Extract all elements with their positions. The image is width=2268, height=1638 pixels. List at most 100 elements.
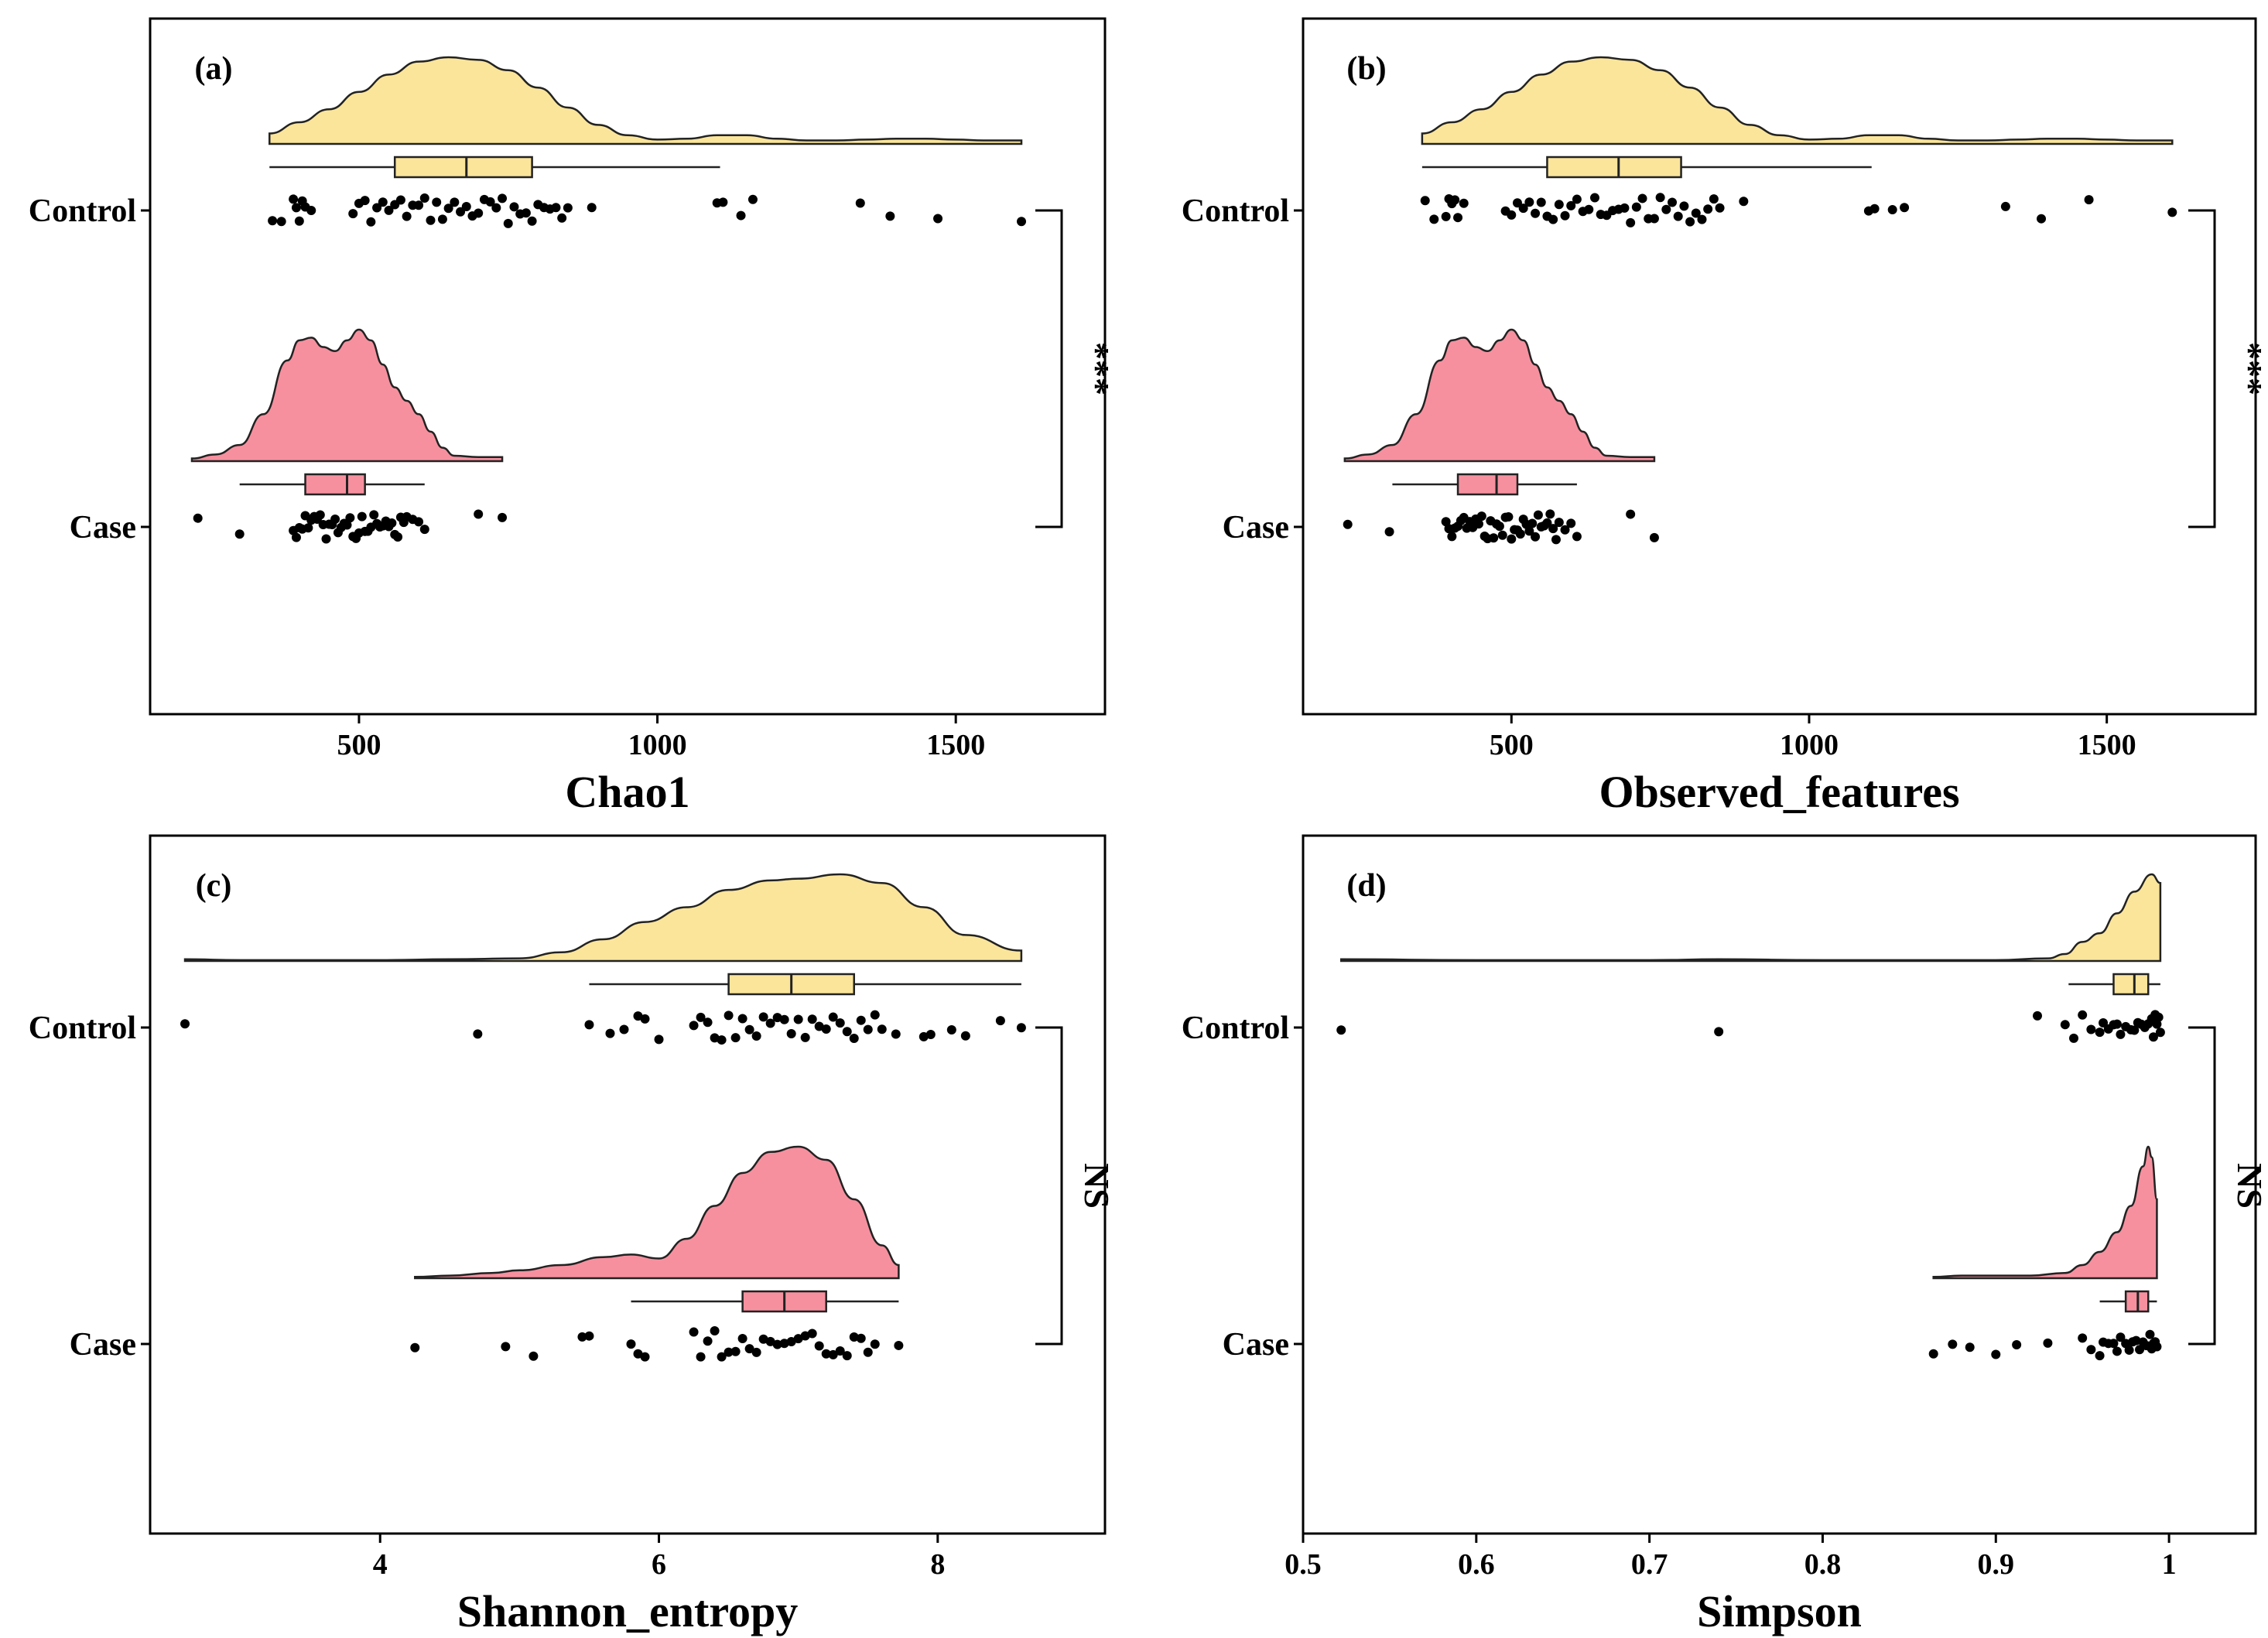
x-axis-title: Chao1 (565, 767, 689, 817)
x-tick-label: 500 (1490, 729, 1534, 761)
case-point (529, 1351, 539, 1361)
control-point (933, 214, 943, 224)
control-point (696, 1012, 706, 1022)
control-point (384, 205, 394, 215)
case-point (1507, 534, 1517, 544)
case-point (2116, 1332, 2126, 1342)
control-point (1703, 204, 1713, 214)
control-point (366, 217, 376, 227)
control-point (1691, 208, 1701, 218)
case-point (1572, 532, 1582, 542)
case-point (1649, 532, 1659, 542)
control-point (1649, 214, 1659, 224)
control-point (703, 1017, 713, 1028)
control-point (885, 211, 895, 221)
case-point (345, 513, 355, 523)
control-point (870, 1010, 880, 1020)
control-point (443, 203, 453, 214)
control-density (269, 56, 1023, 145)
case-point (414, 517, 424, 527)
case-point (1447, 532, 1457, 542)
panel-tag: (a) (195, 51, 233, 87)
panel-tag: (d) (1346, 868, 1386, 904)
control-point (527, 216, 537, 226)
case-point (315, 510, 325, 520)
case-point (870, 1339, 880, 1349)
control-point (1536, 197, 1546, 207)
case-point (1384, 527, 1394, 537)
control-density (1421, 56, 2174, 145)
case-box (1456, 473, 1519, 496)
control-point (821, 1024, 831, 1034)
control-point (2155, 1028, 2165, 1038)
control-point (1566, 200, 1576, 210)
y-category-label: Control (1182, 1010, 1289, 1046)
x-tick-label: 1 (2162, 1548, 2177, 1581)
control-point (402, 211, 412, 221)
control-point (1714, 1027, 1724, 1037)
control-point (737, 1014, 747, 1024)
control-point (654, 1034, 664, 1045)
control-point (849, 1033, 859, 1043)
control-point (1637, 193, 1647, 203)
control-point (498, 193, 508, 203)
panel-tag: (b) (1346, 51, 1386, 87)
x-tick-label: 1000 (628, 729, 687, 761)
case-point (863, 1347, 873, 1357)
x-tick-label: 0.8 (1804, 1548, 1842, 1581)
control-point (718, 197, 728, 207)
case-point (793, 1334, 803, 1344)
case-point (419, 525, 429, 535)
control-point (521, 208, 531, 218)
case-point (779, 1339, 789, 1349)
case-point (821, 1349, 831, 1359)
control-point (689, 1021, 699, 1031)
control-point (710, 1033, 720, 1043)
control-point (807, 1014, 817, 1024)
control-point (1685, 217, 1695, 227)
control-point (877, 1024, 887, 1034)
control-point (736, 210, 746, 221)
case-point (342, 520, 352, 530)
case-point (807, 1329, 817, 1339)
control-point (360, 196, 370, 206)
control-point (633, 1011, 643, 1021)
control-point (779, 1014, 789, 1024)
control-point (1739, 197, 1749, 207)
case-point (751, 1347, 761, 1357)
control-point (856, 1015, 866, 1025)
control-point (835, 1018, 845, 1028)
x-tick-label: 1500 (926, 729, 985, 761)
y-category-label: Case (1223, 510, 1289, 545)
y-category-label: Control (1182, 193, 1289, 229)
control-point (1584, 204, 1594, 214)
case-point (1548, 524, 1558, 534)
case-density (1932, 1145, 2158, 1280)
x-axis-title: Shannon_entropy (457, 1586, 799, 1636)
control-point (1512, 198, 1522, 208)
control-point (1620, 203, 1630, 213)
control-point (294, 216, 304, 226)
control-point (855, 198, 865, 208)
significance-label: NS (1077, 1163, 1117, 1209)
control-point (772, 1013, 782, 1023)
y-category-label: Control (29, 1010, 136, 1046)
case-box (304, 473, 366, 496)
control-point (1420, 196, 1430, 206)
case-point (2078, 1333, 2088, 1343)
control-point (1450, 195, 1460, 205)
control-point (891, 1029, 901, 1039)
case-point (357, 511, 367, 521)
case-point (369, 510, 379, 520)
control-point (348, 209, 358, 219)
case-point (633, 1349, 643, 1359)
x-tick-label: 6 (652, 1548, 666, 1581)
case-point (842, 1351, 852, 1361)
control-density (183, 873, 1023, 963)
x-tick-label: 1500 (2078, 729, 2136, 761)
case-point (1991, 1349, 2001, 1359)
case-point (1551, 535, 1561, 545)
control-point (2037, 214, 2047, 224)
case-point (814, 1341, 824, 1351)
case-point (856, 1333, 866, 1343)
